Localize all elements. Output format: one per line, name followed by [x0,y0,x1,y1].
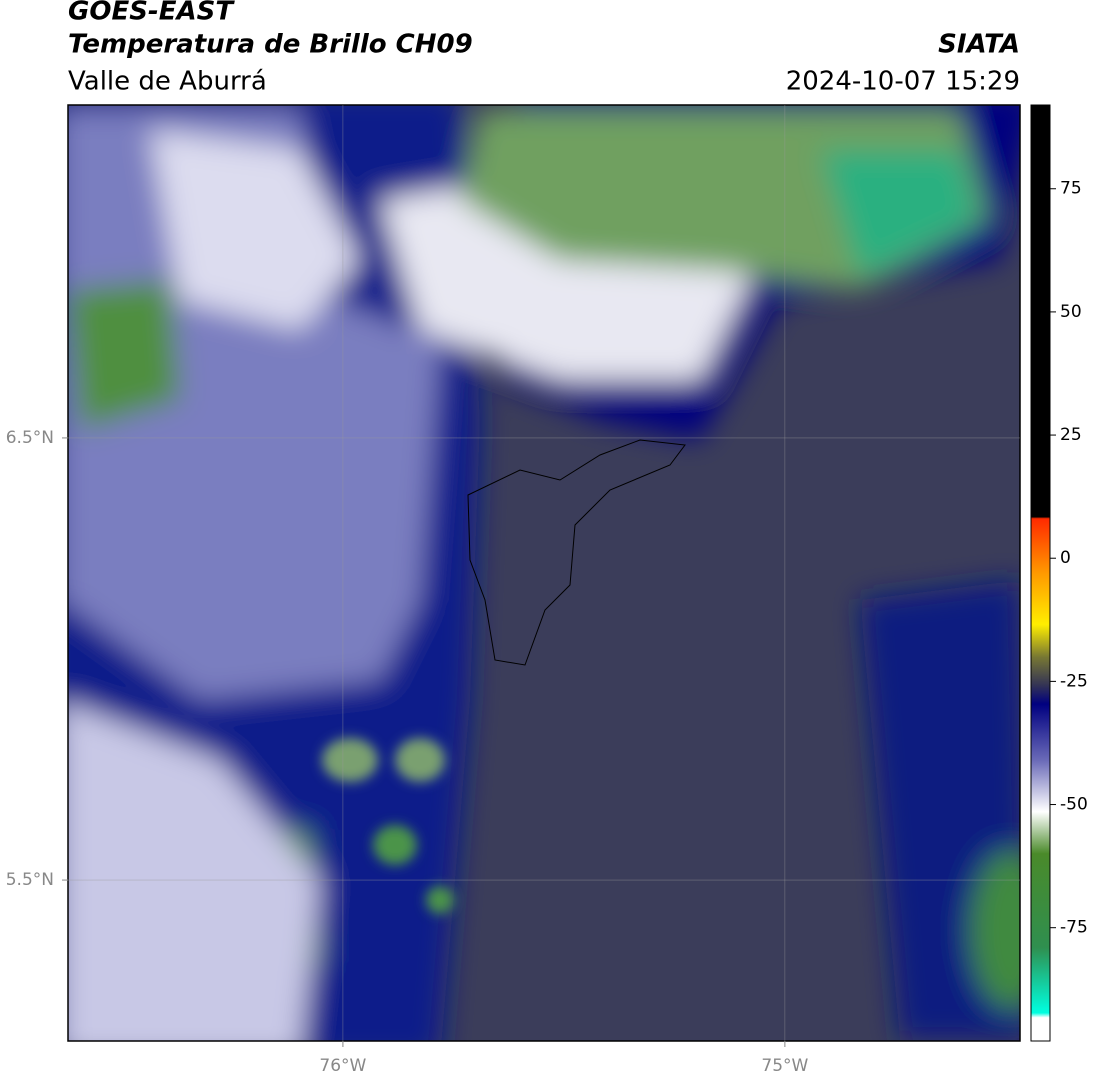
colorbar-tick-label: 50 [1060,302,1082,322]
x-tick-label: 76°W [319,1056,366,1076]
subtitle: Temperatura de Brillo CH09 [68,30,473,60]
colorbar-tick-label: 0 [1060,548,1071,568]
colorbar-tick-label: 25 [1060,425,1082,445]
x-tick-label: 75°W [761,1056,808,1076]
colorbar-tick-label: -25 [1060,671,1088,691]
map-frame [67,104,1021,1042]
map-image [68,105,1020,1041]
y-tick-label: 6.5°N [6,428,54,448]
source: SIATA [938,30,1020,60]
y-tick-label: 5.5°N [6,870,54,890]
colorbar-tick-label: -50 [1060,795,1088,815]
colorbar-tick-label: -75 [1060,918,1088,938]
region: Valle de Aburrá [68,67,267,97]
title: GOES-EAST [68,0,235,27]
colorbar-tick-label: 75 [1060,179,1082,199]
colorbar [1030,104,1051,1042]
timestamp: 2024-10-07 15:29 [786,67,1020,97]
